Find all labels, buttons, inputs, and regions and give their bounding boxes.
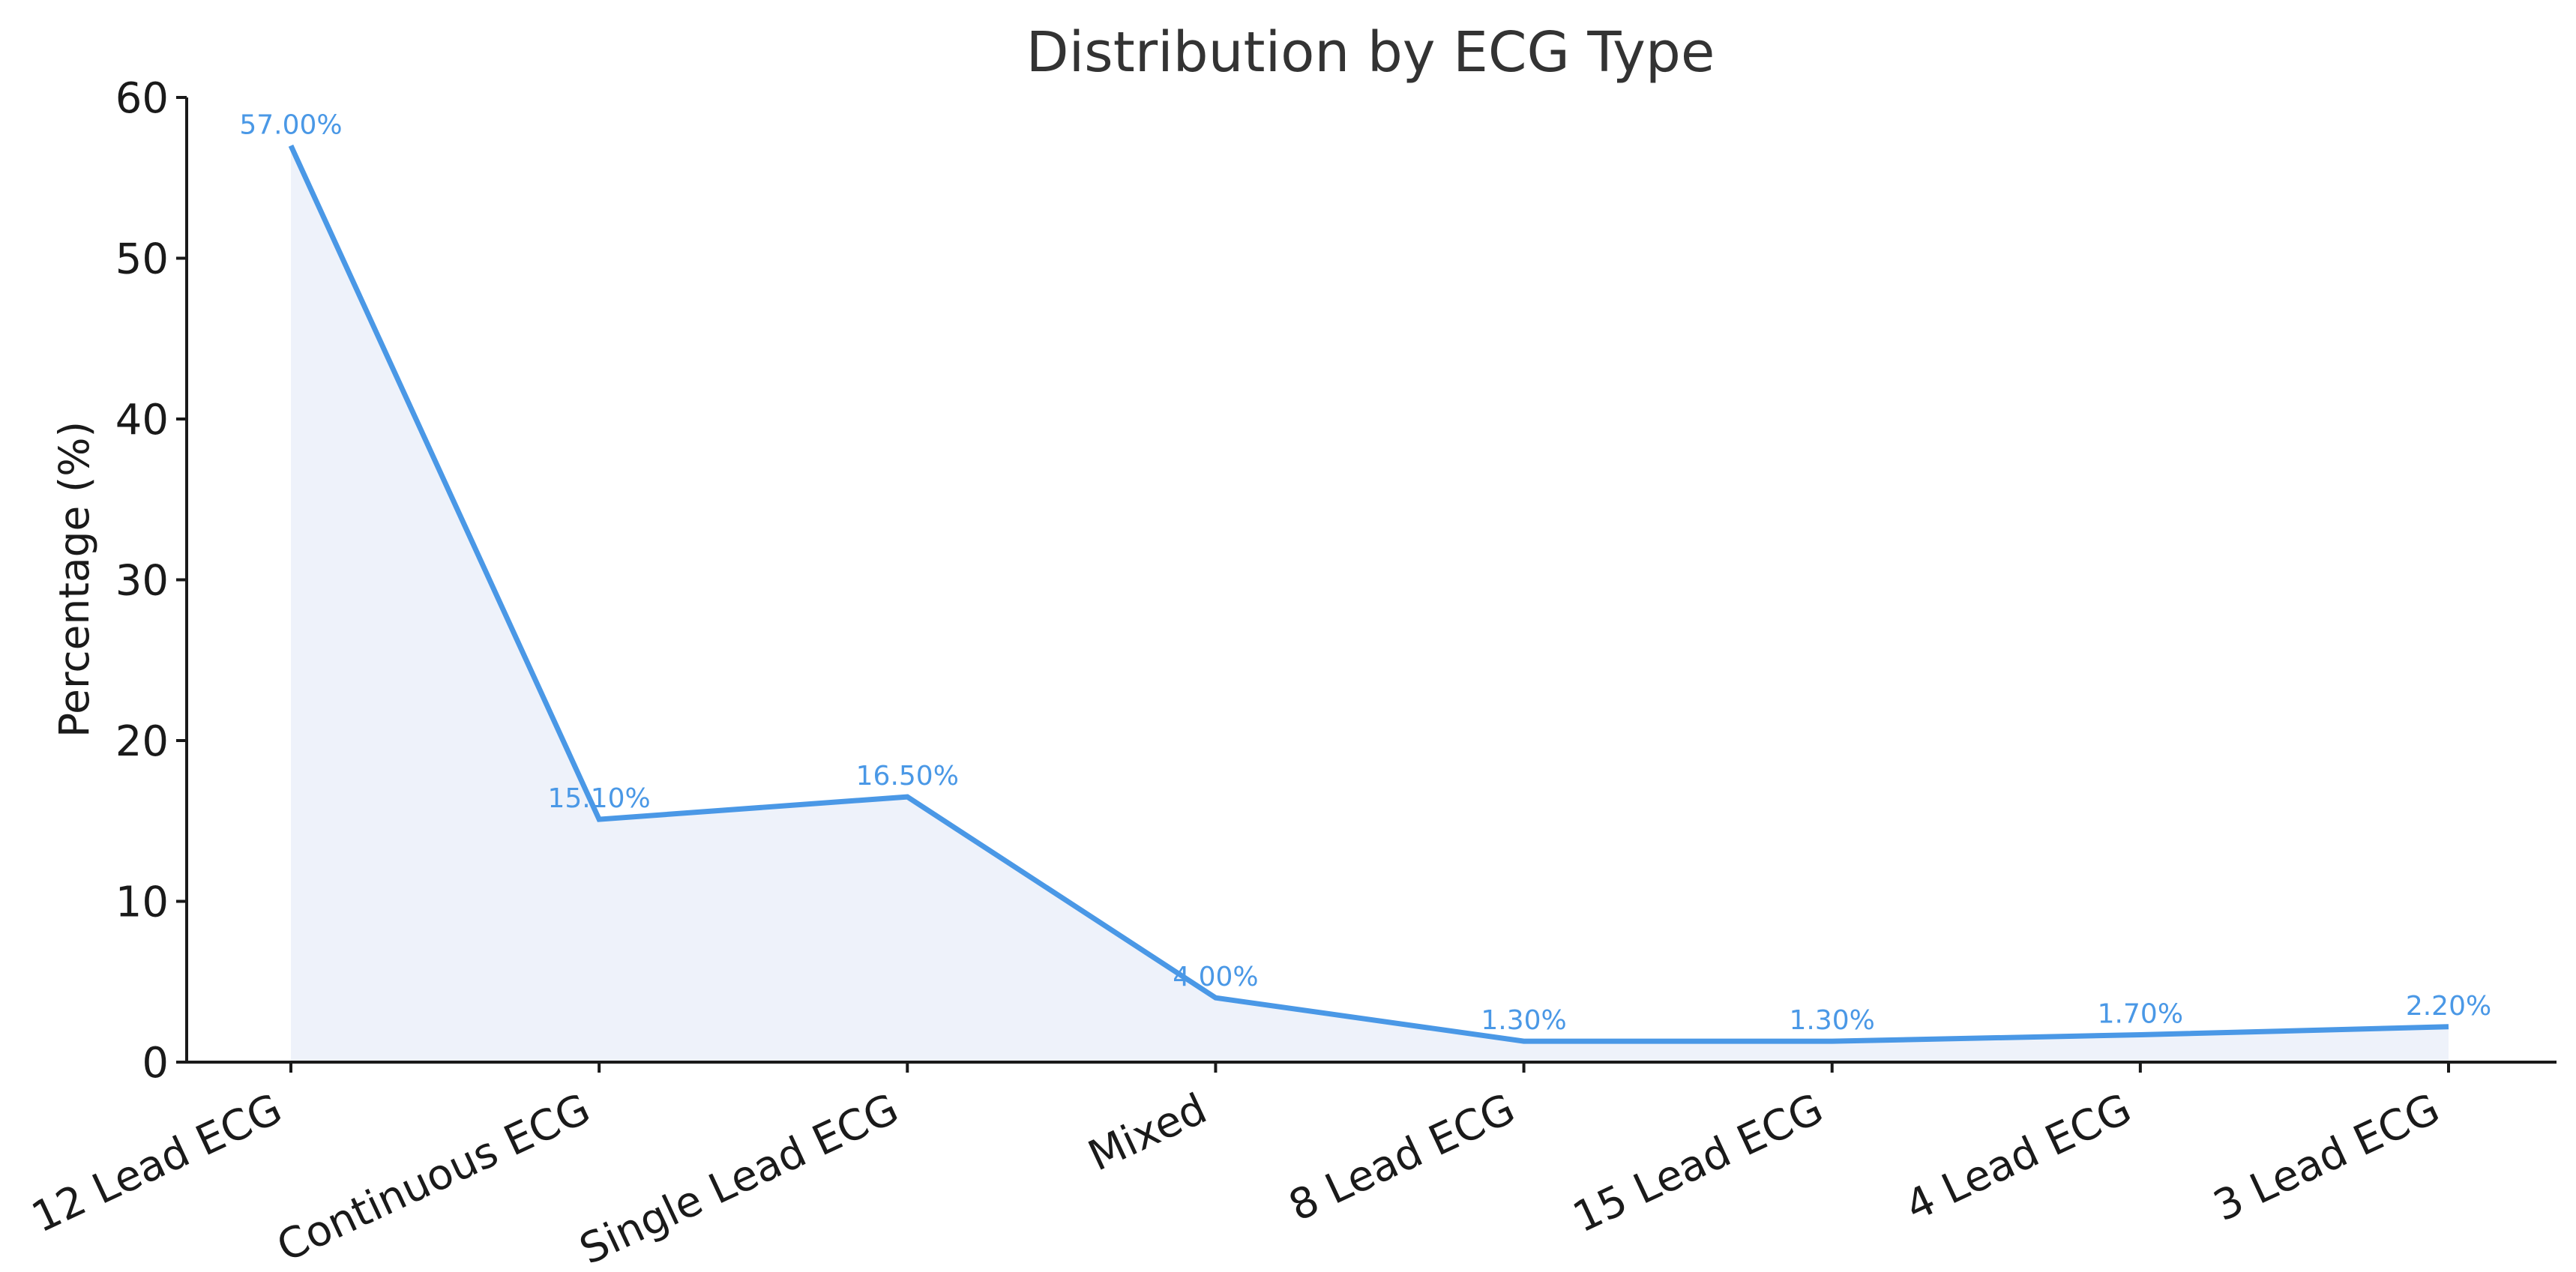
series-area bbox=[291, 145, 2449, 1063]
x-tick-label: 3 Lead ECG bbox=[2206, 1085, 2447, 1232]
data-label: 15.10% bbox=[548, 783, 651, 814]
x-tick-label: 8 Lead ECG bbox=[1282, 1085, 1523, 1232]
x-tick-label: Continuous ECG bbox=[270, 1085, 598, 1272]
data-label: 1.30% bbox=[1481, 1005, 1566, 1036]
data-label: 2.20% bbox=[2406, 991, 2491, 1022]
y-tick-label: 30 bbox=[115, 557, 169, 606]
x-tick-label: 12 Lead ECG bbox=[25, 1085, 289, 1243]
x-tick-label: 4 Lead ECG bbox=[1898, 1085, 2139, 1232]
x-tick-label: Mixed bbox=[1081, 1085, 1214, 1181]
data-label: 1.30% bbox=[1790, 1005, 1875, 1036]
y-tick-label: 60 bbox=[115, 74, 169, 123]
x-tick-label: Single Lead ECG bbox=[573, 1085, 906, 1272]
y-tick-label: 20 bbox=[115, 717, 169, 766]
data-label: 4.00% bbox=[1173, 962, 1258, 992]
data-label: 16.50% bbox=[856, 761, 959, 792]
y-axis: 0 10 20 30 40 50 60 bbox=[115, 74, 188, 1088]
chart-title: Distribution by ECG Type bbox=[1026, 20, 1715, 85]
series-line bbox=[288, 144, 2449, 1044]
y-tick-label: 0 bbox=[142, 1039, 169, 1088]
y-tick-label: 40 bbox=[115, 396, 169, 444]
plot-area: 57.00% 15.10% 16.50% 4.00% 1.30% 1.30% 1.70% 2.… bbox=[239, 109, 2491, 1063]
y-axis-label: Percentage (%) bbox=[50, 421, 98, 738]
data-label: 57.00% bbox=[239, 109, 342, 140]
x-tick-label: 15 Lead ECG bbox=[1566, 1085, 1831, 1243]
data-label: 1.70% bbox=[2098, 999, 2183, 1030]
y-tick-label: 50 bbox=[115, 235, 169, 284]
y-tick-label: 10 bbox=[115, 878, 169, 927]
